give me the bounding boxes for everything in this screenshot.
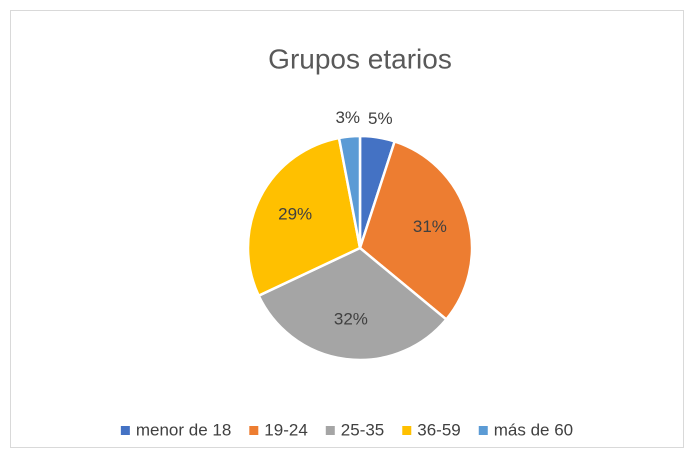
data-label: 29% [278,204,312,223]
legend-label: menor de 18 [136,420,231,439]
pie-slice [246,136,362,298]
data-label: 32% [334,310,368,329]
legend-label: más de 60 [494,420,573,439]
data-label: 5% [368,109,393,128]
legend-label: 36-59 [417,420,460,439]
chart-title: Grupos etarios [268,43,452,74]
legend-marker [325,426,335,435]
data-label: 31% [413,217,447,236]
pie-slice [256,246,449,362]
legend-label: 19-24 [264,420,307,439]
legend-marker [402,426,412,435]
data-label: 3% [335,108,360,127]
legend-marker [478,426,488,435]
pie-slice [358,139,474,322]
legend-label: 25-35 [341,420,384,439]
pie-slice [337,134,362,249]
legend-marker [120,426,130,435]
legend-marker [249,426,259,435]
